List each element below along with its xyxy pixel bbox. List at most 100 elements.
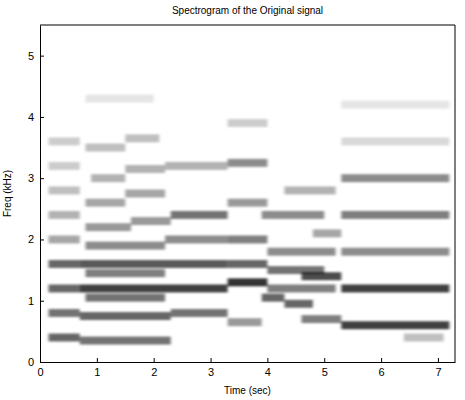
x-tick-label: 2 (151, 366, 157, 378)
x-tick-label: 7 (435, 366, 441, 378)
y-tick: 1 (28, 295, 44, 307)
x-tick: 4 (265, 358, 271, 378)
y-tick-label: 5 (28, 50, 34, 62)
spectral-band (341, 248, 449, 256)
spectral-band (85, 199, 125, 207)
spectral-band (49, 260, 80, 268)
x-tick-label: 3 (208, 366, 214, 378)
spectrum (49, 95, 450, 345)
spectral-band (228, 199, 268, 207)
x-tick: 3 (208, 358, 214, 378)
x-tick-label: 5 (322, 366, 328, 378)
spectral-band (85, 95, 153, 103)
spectral-band (49, 137, 80, 145)
y-axis-line (40, 26, 41, 363)
spectral-band (302, 272, 342, 280)
spectral-band (85, 242, 165, 250)
y-tick: 4 (28, 111, 44, 123)
x-axis-line (41, 362, 456, 363)
spectral-band (228, 159, 268, 167)
x-tick: 1 (94, 358, 100, 378)
x-tick-label: 6 (379, 366, 385, 378)
y-tick-mark (40, 362, 44, 363)
x-tick-mark (97, 358, 98, 362)
spectral-band (125, 134, 159, 142)
spectral-band (228, 235, 268, 243)
y-tick: 2 (28, 233, 44, 245)
y-tick-label: 3 (28, 172, 34, 184)
x-axis: 0 1 2 3 4 5 6 7 (37, 358, 455, 378)
y-tick: 0 (28, 356, 44, 368)
title: Spectrogram of the Original signal (172, 5, 323, 16)
spectral-band (302, 315, 342, 323)
spectral-band (80, 260, 228, 268)
spectral-band (49, 309, 80, 317)
spectral-band (284, 186, 335, 194)
spectral-band (228, 119, 268, 127)
x-axis-title: Time (sec) (224, 385, 271, 396)
spectral-band (49, 186, 80, 194)
x-tick: 7 (435, 358, 441, 378)
spectral-band (80, 312, 171, 320)
x-tick-mark (211, 358, 212, 362)
spectral-band (341, 101, 449, 109)
frame (40, 25, 455, 26)
spectral-band (313, 229, 341, 237)
spectral-band (49, 162, 80, 170)
spectral-band (131, 217, 171, 225)
y-tick: 3 (28, 172, 44, 184)
chart: 0 1 2 3 4 5 6 7 0 1 2 3 4 5 Spectrogram of the Origina… (0, 0, 465, 400)
spectral-band (49, 235, 80, 243)
spectral-band (341, 174, 449, 182)
y-axis: 0 1 2 3 4 5 (28, 26, 44, 369)
y-tick-mark (40, 117, 44, 118)
spectral-band (284, 300, 312, 308)
x-tick-label: 4 (265, 366, 271, 378)
x-tick-mark (324, 358, 325, 362)
y-tick-mark (40, 56, 44, 57)
x-tick: 6 (379, 358, 385, 378)
marks (49, 95, 450, 345)
y-tick-mark (40, 239, 44, 240)
spectral-band (91, 174, 125, 182)
x-tick: 2 (151, 358, 157, 378)
x-tick-mark (154, 358, 155, 362)
spectral-band (341, 137, 449, 145)
x-tick-mark (267, 358, 268, 362)
spectral-band (171, 309, 228, 317)
y-tick-label: 2 (28, 233, 34, 245)
spectral-band (341, 211, 449, 219)
spectral-band (165, 162, 228, 170)
spectral-band (49, 211, 80, 219)
plot-background (40, 25, 455, 362)
spectral-band (80, 337, 171, 345)
spectral-band (125, 165, 165, 173)
spectral-band (49, 334, 80, 342)
spectral-band (165, 235, 228, 243)
spectral-band (49, 284, 80, 292)
x-tick-label: 0 (37, 366, 43, 378)
y-tick-mark (40, 301, 44, 302)
spectral-band (341, 321, 449, 329)
spectral-band (341, 284, 449, 292)
x-tick-mark (381, 358, 382, 362)
y-tick-label: 1 (28, 295, 34, 307)
spectral-band (85, 269, 165, 277)
spectral-band (404, 334, 444, 342)
x-tick: 5 (322, 358, 328, 378)
spectral-band (171, 211, 228, 219)
y-tick-label: 0 (28, 356, 34, 368)
spectral-band (262, 294, 285, 302)
x-tick-mark (438, 358, 439, 362)
y-axis-title: Freq (kHz) (2, 170, 13, 217)
y-tick-label: 4 (28, 111, 34, 123)
frame (455, 25, 456, 362)
y-tick-mark (40, 178, 44, 179)
spectral-band (228, 318, 262, 326)
spectral-band (85, 223, 130, 231)
spectral-band (85, 144, 125, 152)
spectral-band (228, 278, 268, 286)
spectral-band (262, 211, 325, 219)
spectral-band (267, 284, 335, 292)
x-tick-label: 1 (94, 366, 100, 378)
